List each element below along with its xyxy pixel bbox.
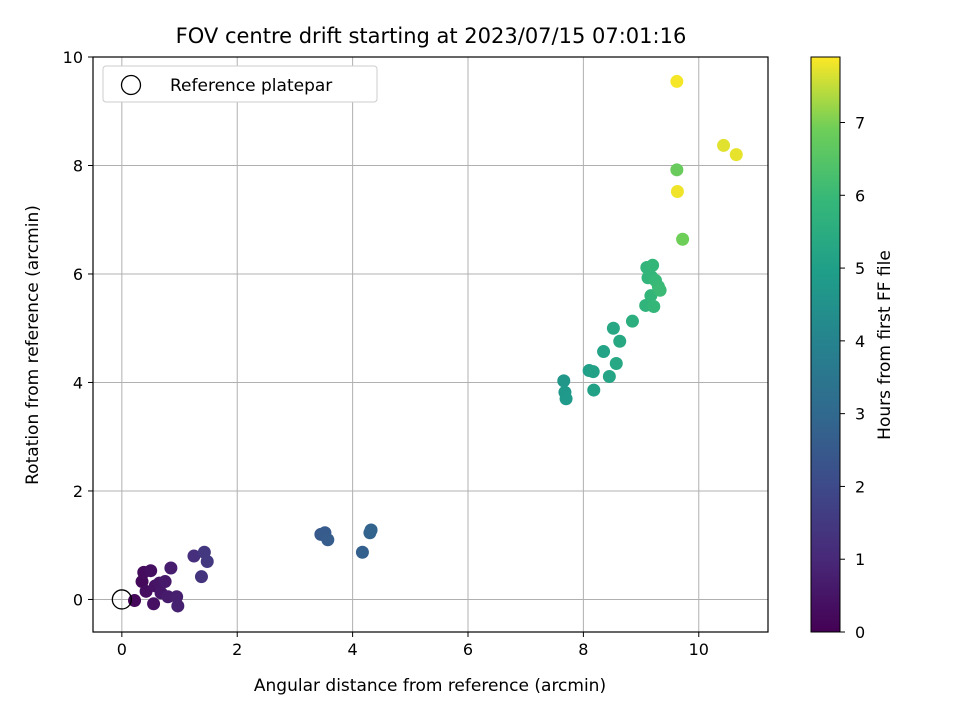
data-point bbox=[670, 163, 684, 177]
data-point bbox=[586, 365, 600, 379]
colorbar: 0 1 2 3 4 5 6 7 Hours from first FF file bbox=[810, 56, 895, 642]
colorbar-tick-label: 2 bbox=[855, 477, 865, 496]
legend: Reference platepar bbox=[102, 65, 378, 103]
colorbar-tick-label: 6 bbox=[855, 186, 865, 205]
plot-frame bbox=[92, 56, 769, 633]
data-point bbox=[597, 345, 611, 359]
data-point bbox=[187, 549, 201, 563]
data-point bbox=[158, 575, 172, 589]
y-tick-label: 2 bbox=[73, 482, 83, 501]
data-point bbox=[613, 334, 627, 348]
colorbar-tick-label: 5 bbox=[855, 259, 865, 278]
colorbar-ticks: 0 1 2 3 4 5 6 7 bbox=[840, 114, 865, 642]
y-axis-label: Rotation from reference (arcmin) bbox=[23, 205, 43, 485]
data-point bbox=[676, 232, 690, 246]
chart-title: FOV centre drift starting at 2023/07/15 … bbox=[176, 24, 687, 48]
data-point bbox=[164, 561, 178, 575]
data-point bbox=[602, 370, 616, 384]
x-tick-label: 4 bbox=[348, 640, 358, 659]
x-tick-label: 2 bbox=[232, 640, 242, 659]
data-point bbox=[729, 148, 743, 162]
data-point bbox=[200, 554, 214, 568]
data-point bbox=[587, 383, 601, 397]
x-axis-label: Angular distance from reference (arcmin) bbox=[254, 676, 606, 696]
data-point bbox=[147, 597, 161, 611]
data-point bbox=[355, 545, 369, 559]
x-tick-label: 8 bbox=[578, 640, 588, 659]
colorbar-gradient bbox=[810, 56, 841, 633]
colorbar-tick-label: 7 bbox=[855, 114, 865, 133]
data-point bbox=[625, 314, 639, 328]
data-point bbox=[194, 570, 208, 584]
data-point bbox=[717, 138, 731, 152]
data-point bbox=[646, 258, 660, 272]
data-point bbox=[647, 300, 661, 314]
colorbar-tick-label: 3 bbox=[855, 405, 865, 424]
data-point bbox=[321, 533, 335, 547]
y-tick-label: 0 bbox=[73, 590, 83, 609]
colorbar-tick-label: 4 bbox=[855, 332, 865, 351]
data-point bbox=[606, 321, 620, 335]
data-point bbox=[653, 283, 667, 297]
data-point bbox=[557, 374, 571, 388]
y-tick-label: 6 bbox=[73, 265, 83, 284]
legend-label-reference: Reference platepar bbox=[170, 76, 332, 96]
colorbar-tick-label: 1 bbox=[855, 550, 865, 569]
y-tick-label: 4 bbox=[73, 373, 83, 392]
y-tick-label: 10 bbox=[63, 48, 83, 67]
data-point bbox=[364, 523, 378, 537]
legend-box bbox=[102, 65, 378, 103]
legend-marker-reference bbox=[120, 74, 142, 96]
x-tick-label: 6 bbox=[463, 640, 473, 659]
x-tick-label: 10 bbox=[689, 640, 709, 659]
x-tick-label: 0 bbox=[117, 640, 127, 659]
axis-ticks: 0 2 4 6 8 10 0 2 4 6 8 10 bbox=[63, 48, 709, 659]
scatter-points bbox=[111, 74, 743, 613]
grid-lines bbox=[93, 56, 768, 632]
reference-platepar-marker bbox=[111, 589, 132, 610]
data-point bbox=[670, 74, 684, 88]
data-point bbox=[670, 185, 684, 199]
data-point bbox=[609, 356, 623, 370]
data-point bbox=[144, 564, 158, 578]
y-tick-label: 8 bbox=[73, 156, 83, 175]
colorbar-tick-label: 0 bbox=[855, 623, 865, 642]
colorbar-label: Hours from first FF file bbox=[875, 250, 895, 440]
data-point bbox=[559, 392, 573, 406]
data-point bbox=[171, 599, 185, 613]
